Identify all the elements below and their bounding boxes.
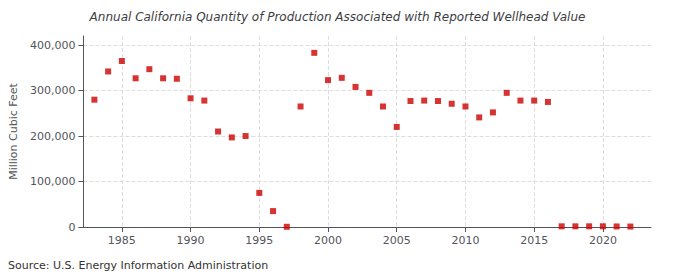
svg-text:Annual California Quantity of: Annual California Quantity of Production… [89,10,586,24]
svg-text:2000: 2000 [314,234,342,247]
svg-text:2020: 2020 [589,234,617,247]
svg-text:Million Cubic Feet: Million Cubic Feet [7,82,20,179]
svg-text:1990: 1990 [177,234,205,247]
svg-text:200,000: 200,000 [30,130,76,143]
svg-text:Source: U.S. Energy Informatio: Source: U.S. Energy Information Administ… [8,259,268,272]
svg-text:100,000: 100,000 [30,175,76,188]
svg-text:300,000: 300,000 [30,84,76,97]
svg-text:2015: 2015 [520,234,548,247]
svg-text:400,000: 400,000 [30,39,76,52]
svg-text:1995: 1995 [245,234,273,247]
svg-text:1985: 1985 [108,234,136,247]
svg-text:0: 0 [68,221,75,234]
svg-text:2010: 2010 [451,234,479,247]
svg-text:2005: 2005 [383,234,411,247]
